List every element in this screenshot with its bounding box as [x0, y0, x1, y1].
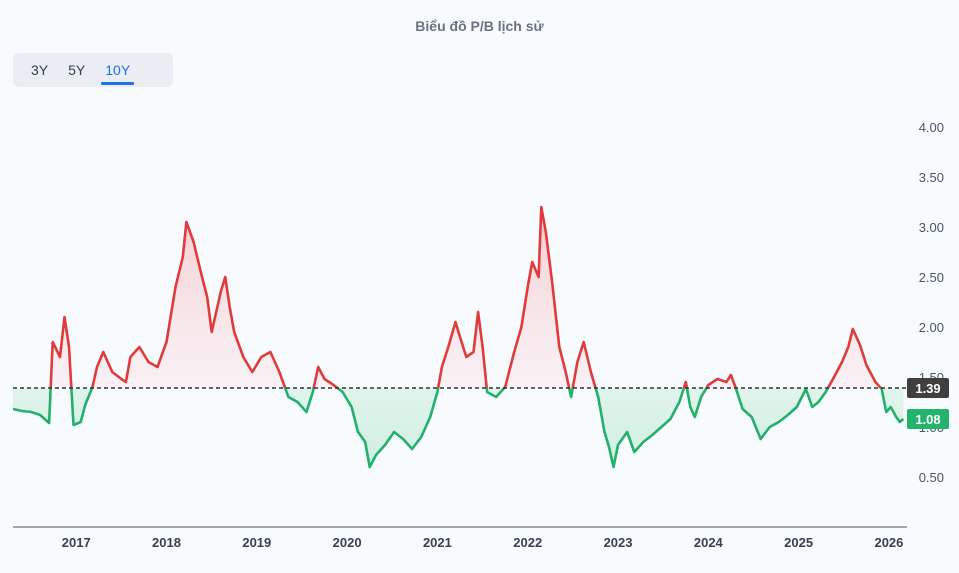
- x-tick-label: 2020: [333, 535, 362, 550]
- tab-5y[interactable]: 5Y: [68, 62, 86, 78]
- y-tick-label: 3.00: [919, 220, 944, 235]
- x-tick-label: 2026: [874, 535, 903, 550]
- x-tick-label: 2021: [423, 535, 452, 550]
- tab-10y[interactable]: 10Y: [97, 55, 138, 85]
- reference-badge-label: 1.39: [915, 381, 940, 396]
- chart-title: Biểu đồ P/B lịch sử: [415, 18, 544, 34]
- y-tick-label: 2.00: [919, 320, 944, 335]
- reference-badge: 1.39: [907, 378, 949, 398]
- x-tick-label: 2022: [513, 535, 542, 550]
- x-tick-label: 2018: [152, 535, 181, 550]
- current-value-badge-label: 1.08: [915, 412, 940, 427]
- y-tick-label: 4.00: [919, 120, 944, 135]
- current-value-badge: 1.08: [907, 409, 949, 429]
- y-tick-label: 0.50: [919, 470, 944, 485]
- pb-line-below: [12, 388, 905, 469]
- tab-3y[interactable]: 3Y: [31, 62, 49, 78]
- area-above-reference: [13, 207, 904, 388]
- range-tabs: 3Y 5Y 10Y: [13, 53, 173, 87]
- x-tick-label: 2025: [784, 535, 813, 550]
- reference-badge-bg: [907, 378, 949, 398]
- x-tick-label: 2017: [62, 535, 91, 550]
- x-tick-label: 2019: [242, 535, 271, 550]
- y-tick-label: 3.50: [919, 170, 944, 185]
- y-tick-label: 2.50: [919, 270, 944, 285]
- area-below-reference: [13, 388, 904, 467]
- x-tick-label: 2023: [604, 535, 633, 550]
- pb-line-above: [49, 205, 883, 388]
- current-value-badge-bg: [907, 409, 949, 429]
- x-tick-label: 2024: [694, 535, 724, 550]
